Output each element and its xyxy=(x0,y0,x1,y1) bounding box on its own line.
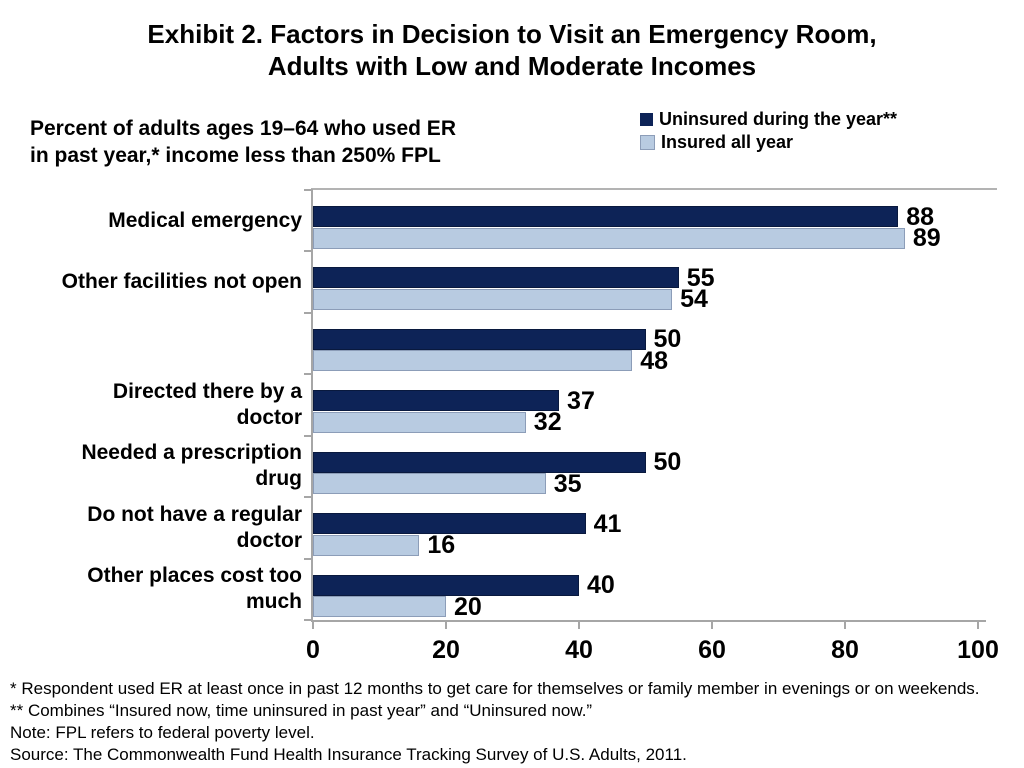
bar-value-label: 40 xyxy=(587,571,615,600)
footnote-asterisk: * Respondent used ER at least once in pa… xyxy=(10,679,980,698)
navy-square-icon xyxy=(640,113,653,126)
category-axis-tick xyxy=(304,189,311,191)
chart-title-line2: Adults with Low and Moderate Incomes xyxy=(267,51,757,81)
chart-subtitle: Percent of adults ages 19–64 who used ER… xyxy=(30,115,500,169)
x-axis-tick-label: 40 xyxy=(565,636,593,664)
bar-value-label: 20 xyxy=(454,592,482,621)
x-axis-tick-label: 20 xyxy=(432,636,460,664)
bar-insured xyxy=(313,288,673,310)
category-label: Other facilities not open xyxy=(61,270,302,294)
chart-title-line1: Exhibit 2. Factors in Decision to Visit … xyxy=(147,19,877,49)
bar-uninsured xyxy=(313,390,560,412)
bar-value-label: 35 xyxy=(553,469,582,498)
category-label: Directed there by a doctor xyxy=(112,379,302,429)
category-axis-tick xyxy=(304,557,311,560)
bar-value-label: 37 xyxy=(567,386,595,415)
category-axis-labels: Medical emergency Other facilities not op… xyxy=(0,190,302,620)
bar-insured xyxy=(313,473,546,495)
legend: Uninsured during the year** Insured all … xyxy=(640,108,897,154)
x-axis-tick-label: 60 xyxy=(698,636,726,664)
chart-subtitle-line2: in past year,* income less than 250% FPL xyxy=(30,144,441,167)
chart-subtitle-line1: Percent of adults ages 19–64 who used ER xyxy=(30,117,456,140)
value-axis-tick xyxy=(844,622,846,629)
category-label xyxy=(0,313,302,374)
value-axis-line xyxy=(311,620,986,622)
x-axis-tick-label: 100 xyxy=(957,636,999,664)
footnote-source: Source: The Commonwealth Fund Health Ins… xyxy=(10,745,687,764)
bar-value-label: 41 xyxy=(593,509,622,538)
bar-insured xyxy=(313,411,526,433)
bar-value-label: 16 xyxy=(427,531,456,560)
category-axis-line xyxy=(311,189,313,621)
bar-uninsured xyxy=(313,574,579,596)
bar-value-label: 50 xyxy=(653,448,682,477)
category-axis-tick xyxy=(304,250,311,253)
bar-value-label: 89 xyxy=(912,224,941,252)
bar-insured xyxy=(313,227,905,249)
value-axis-tick xyxy=(711,622,713,629)
bar-value-label: 55 xyxy=(686,263,715,292)
category-label: Do not have a regular doctor xyxy=(87,502,302,552)
chart-title: Exhibit 2. Factors in Decision to Visit … xyxy=(0,18,1024,82)
category-label: Medical emergency xyxy=(108,208,302,232)
x-axis-tick-label: 80 xyxy=(831,636,859,664)
legend-item-insured: Insured all year xyxy=(640,131,897,154)
bar-insured xyxy=(313,350,633,372)
bar-value-label: 54 xyxy=(680,285,708,314)
category-axis-tick xyxy=(304,434,311,437)
bar-uninsured xyxy=(313,451,646,473)
bar-value-label: 32 xyxy=(533,408,562,437)
plot-area: 88 89 55 54 50 48 37 32 50 35 41 16 40 20 xyxy=(304,188,997,629)
footnote-note: Note: FPL refers to federal poverty leve… xyxy=(10,723,315,742)
category-axis-tick xyxy=(304,373,311,376)
category-axis-tick xyxy=(304,496,311,499)
bar-insured xyxy=(313,596,446,618)
x-axis-tick-label: 0 xyxy=(306,636,320,664)
category-axis-tick xyxy=(304,311,311,314)
legend-label-insured: Insured all year xyxy=(661,132,794,152)
bar-value-label: 48 xyxy=(640,346,668,375)
value-axis-tick xyxy=(977,622,979,629)
bar-uninsured xyxy=(313,513,586,535)
bar-uninsured xyxy=(313,328,646,350)
value-axis-tick xyxy=(445,622,447,629)
category-axis-tick xyxy=(304,619,311,621)
plot-top-border xyxy=(311,188,997,190)
footnotes: * Respondent used ER at least once in pa… xyxy=(10,678,1020,766)
x-axis-labels: 0 20 40 60 80 100 xyxy=(306,636,999,666)
category-label: Other places cost too much xyxy=(87,564,302,614)
bar-insured xyxy=(313,534,420,556)
bar-uninsured xyxy=(313,206,899,227)
value-axis-tick xyxy=(578,622,580,629)
lightblue-square-icon xyxy=(640,135,655,150)
footnote-double-asterisk: ** Combines “Insured now, time uninsured… xyxy=(10,701,593,720)
value-axis-tick xyxy=(312,622,314,629)
bar-uninsured xyxy=(313,267,679,289)
bar-value-label: 88 xyxy=(906,202,934,231)
legend-item-uninsured: Uninsured during the year** xyxy=(640,108,897,131)
category-label: Needed a prescription drug xyxy=(81,441,302,491)
legend-label-uninsured: Uninsured during the year** xyxy=(659,109,898,129)
bar-value-label: 50 xyxy=(653,325,682,354)
